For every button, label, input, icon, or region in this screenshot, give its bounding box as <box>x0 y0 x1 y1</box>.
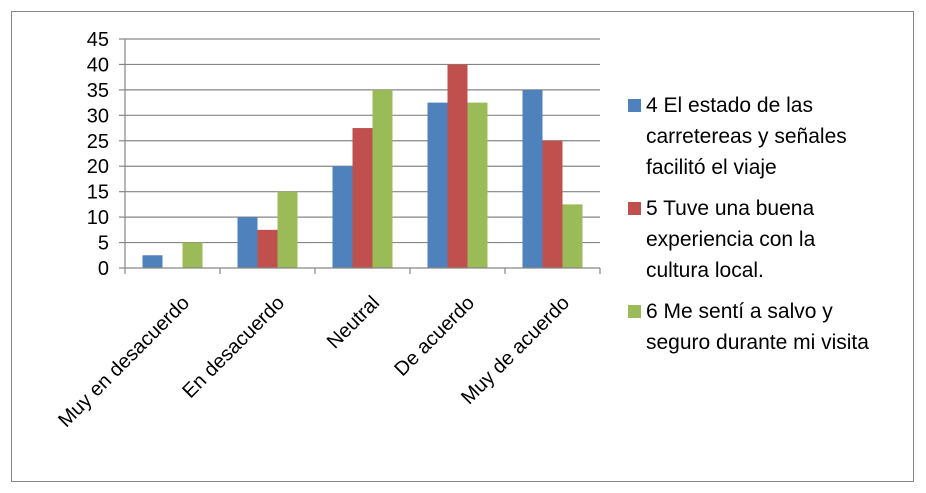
bar <box>332 166 353 268</box>
bar <box>522 89 543 268</box>
gridlines <box>125 38 600 244</box>
y-tick-label: 45 <box>87 29 109 51</box>
y-tick-label: 40 <box>87 54 109 76</box>
bar <box>372 89 393 268</box>
legend-label-line: 5 Tuve una buena <box>646 197 815 220</box>
legend: 4 El estado de las carretereas y señales f… <box>628 90 918 368</box>
bar <box>427 102 448 268</box>
bar <box>352 128 373 268</box>
y-tick-label: 20 <box>87 156 109 178</box>
legend-label-line: seguro durante mi visita <box>646 331 869 354</box>
bar <box>542 140 563 268</box>
y-tick-label: 10 <box>87 207 109 229</box>
x-category-label: De acuerdo <box>390 292 479 381</box>
legend-label-line: 6 Me sentí a salvo y <box>646 300 833 323</box>
axes <box>119 38 601 274</box>
x-category-label: Muy en desacuerdo <box>54 292 194 432</box>
x-category-label: En desacuerdo <box>178 292 289 403</box>
legend-label-line: 4 El estado de las <box>646 94 813 117</box>
bar <box>277 191 298 268</box>
bar <box>257 229 278 268</box>
legend-item: 4 El estado de las carretereas y señales f… <box>628 90 918 183</box>
y-tick-label: 35 <box>87 80 109 102</box>
y-tick-label: 30 <box>87 105 109 127</box>
bar <box>467 102 488 268</box>
legend-label-line: facilitó el viaje <box>646 156 777 179</box>
bar <box>237 217 258 268</box>
bar <box>562 204 583 268</box>
legend-label-line: cultura local. <box>646 259 764 282</box>
legend-swatch <box>628 305 641 318</box>
y-tick-label: 15 <box>87 182 109 204</box>
x-category-label: Neutral <box>323 292 384 353</box>
bars <box>142 64 583 268</box>
legend-label-line: experiencia con la <box>646 228 816 251</box>
legend-swatch <box>628 99 641 112</box>
legend-swatch <box>628 202 641 215</box>
y-tick-label: 0 <box>98 258 109 280</box>
legend-item: 6 Me sentí a salvo y seguro durante mi vi… <box>628 296 918 358</box>
y-tick-label: 5 <box>98 233 109 255</box>
bar <box>142 255 163 268</box>
legend-label-line: carretereas y señales <box>646 125 847 148</box>
legend-item: 5 Tuve una buena experiencia con la cultur… <box>628 193 918 286</box>
bar <box>182 242 203 268</box>
bar <box>447 64 468 268</box>
y-tick-label: 25 <box>87 131 109 153</box>
